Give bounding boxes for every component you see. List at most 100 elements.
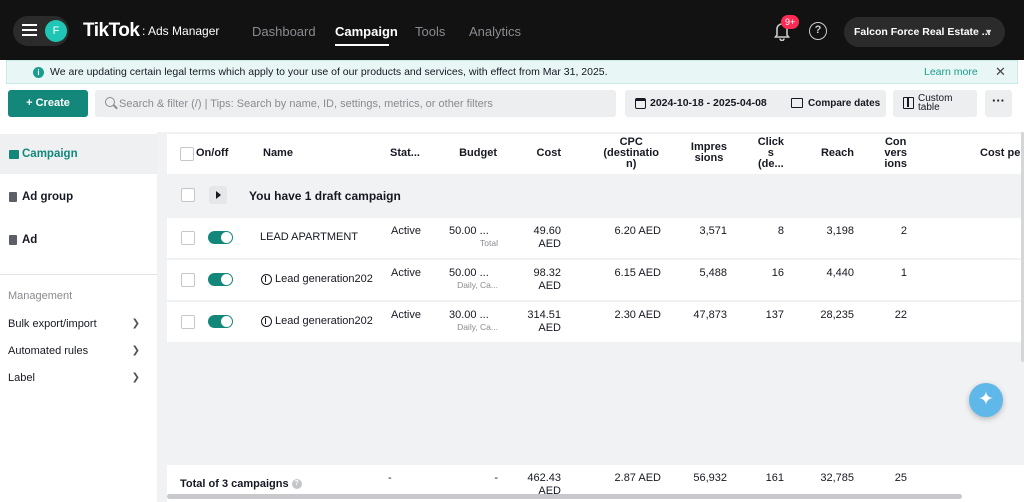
notice-text: We are updating certain legal terms whic… xyxy=(50,66,608,78)
more-options-button[interactable]: ··· xyxy=(985,90,1012,117)
vertical-scrollbar[interactable] xyxy=(1021,132,1024,362)
sidebar-item-label-menu[interactable]: Label ❯ xyxy=(8,372,148,384)
reach-cell: 3,198 xyxy=(826,225,854,237)
row-checkbox[interactable] xyxy=(181,231,195,245)
table-row[interactable]: LEAD APARTMENT Active 50.00 ... Total 49… xyxy=(167,218,1024,258)
menu-button[interactable]: F xyxy=(13,16,69,46)
lead-generation-icon xyxy=(261,274,272,285)
totals-impressions: 56,932 xyxy=(693,472,727,484)
campaign-name-link[interactable]: Lead generation202 xyxy=(275,315,373,327)
budget-cell[interactable]: 50.00 ... xyxy=(449,267,489,279)
notification-badge: 9+ xyxy=(781,15,800,29)
col-conversions[interactable]: Con vers ions xyxy=(884,136,907,170)
cost-currency: AED xyxy=(538,322,561,334)
totals-cpc: 2.87 AED xyxy=(614,472,661,484)
chevron-right-icon: ❯ xyxy=(131,372,140,383)
col-reach[interactable]: Reach xyxy=(820,147,854,159)
legal-notice-banner: i We are updating certain legal terms wh… xyxy=(6,60,1018,84)
active-nav-underline xyxy=(335,44,389,46)
search-filter-box[interactable] xyxy=(95,90,616,117)
totals-budget: - xyxy=(494,472,498,484)
draft-campaign-row[interactable]: You have 1 draft campaign xyxy=(167,174,1024,216)
close-icon[interactable]: ✕ xyxy=(995,64,1006,79)
cpc-cell: 6.20 AED xyxy=(614,225,661,237)
impressions-cell: 5,488 xyxy=(699,267,727,279)
col-impressions[interactable]: Impres sions xyxy=(690,141,727,164)
sidebar-item-ad-group[interactable]: Ad group xyxy=(0,177,157,217)
nav-tools[interactable]: Tools xyxy=(415,24,446,39)
sidebar-item-label: Ad group xyxy=(22,191,74,203)
nav-analytics[interactable]: Analytics xyxy=(469,24,522,39)
table-row[interactable]: Lead generation202 Active 30.00 ... Dail… xyxy=(167,302,1024,342)
account-name: Falcon Force Real Estate ... xyxy=(854,26,991,38)
conversions-cell: 22 xyxy=(894,309,907,321)
ai-assistant-button[interactable] xyxy=(969,383,1003,417)
totals-clicks: 161 xyxy=(765,472,784,484)
compare-dates-button[interactable]: Compare dates xyxy=(808,98,881,109)
select-all-checkbox[interactable] xyxy=(180,147,194,161)
menu-item-label: Automated rules xyxy=(8,345,89,357)
on-off-toggle[interactable] xyxy=(208,315,233,328)
cpc-cell: 6.15 AED xyxy=(614,267,661,279)
sidebar-item-campaign[interactable]: Campaign xyxy=(0,134,157,174)
conversions-cell: 2 xyxy=(900,225,907,237)
totals-cost: 462.43 xyxy=(527,472,561,484)
on-off-toggle[interactable] xyxy=(208,273,233,286)
col-name[interactable]: Name xyxy=(263,147,293,159)
learn-more-link[interactable]: Learn more xyxy=(924,66,978,78)
help-icon[interactable]: ? xyxy=(809,22,827,40)
create-button[interactable]: + Create xyxy=(8,90,88,117)
clicks-cell: 16 xyxy=(771,267,784,279)
sidebar: Campaign Ad group Ad Management Bulk exp… xyxy=(0,132,157,502)
col-cost-per[interactable]: Cost per xyxy=(980,147,1024,159)
date-range-picker[interactable]: 2024-10-18 - 2025-04-08 Compare dates xyxy=(625,90,886,117)
nav-campaign[interactable]: Campaign xyxy=(335,24,398,39)
status-cell: Active xyxy=(391,267,421,279)
hamburger-icon xyxy=(22,24,37,36)
table-row[interactable]: Lead generation202 Active 50.00 ... Dail… xyxy=(167,260,1024,300)
col-status[interactable]: Stat... xyxy=(390,147,420,159)
budget-cell[interactable]: 50.00 ... xyxy=(449,225,489,237)
cost-cell: 49.60 xyxy=(533,225,561,237)
clicks-cell: 137 xyxy=(765,309,784,321)
budget-type: Daily, Ca... xyxy=(457,280,498,290)
sidebar-item-automated-rules[interactable]: Automated rules ❯ xyxy=(8,345,148,357)
columns-icon xyxy=(903,97,914,109)
top-bar: F TikTok : Ads Manager Dashboard Campaig… xyxy=(0,0,1024,60)
nav-dashboard[interactable]: Dashboard xyxy=(252,24,316,39)
horizontal-scrollbar[interactable] xyxy=(167,494,962,499)
ad-group-icon xyxy=(9,192,17,202)
row-checkbox[interactable] xyxy=(181,315,195,329)
col-onoff[interactable]: On/off xyxy=(196,147,229,159)
search-icon xyxy=(105,97,115,107)
account-switcher[interactable]: Falcon Force Real Estate ... ▼ xyxy=(844,17,1005,47)
row-checkbox[interactable] xyxy=(181,273,195,287)
cost-cell: 314.51 xyxy=(527,309,561,321)
expand-caret-icon[interactable] xyxy=(209,186,227,204)
col-clicks[interactable]: Click s (de... xyxy=(757,136,784,170)
menu-item-label: Label xyxy=(8,372,35,384)
ad-icon xyxy=(9,235,17,245)
search-input[interactable] xyxy=(119,90,609,117)
campaign-name-link[interactable]: LEAD APARTMENT xyxy=(260,231,359,243)
tiktok-logo: TikTok xyxy=(83,20,140,41)
totals-reach: 32,785 xyxy=(820,472,854,484)
budget-cell[interactable]: 30.00 ... xyxy=(449,309,489,321)
sidebar-item-ad[interactable]: Ad xyxy=(0,220,157,260)
sidebar-item-bulk-export[interactable]: Bulk export/import ❯ xyxy=(8,318,148,330)
info-icon[interactable]: ? xyxy=(291,479,302,490)
sidebar-divider xyxy=(0,274,157,275)
avatar[interactable]: F xyxy=(45,20,67,42)
totals-status: - xyxy=(388,472,392,484)
campaign-name-link[interactable]: Lead generation202 xyxy=(275,273,373,285)
custom-table-button[interactable]: Custom table xyxy=(893,90,977,117)
col-cost[interactable]: Cost xyxy=(536,147,561,159)
status-cell: Active xyxy=(391,309,421,321)
col-cpc[interactable]: CPC (destinatio n) xyxy=(603,136,659,170)
row-checkbox[interactable] xyxy=(181,188,195,202)
date-range-value[interactable]: 2024-10-18 - 2025-04-08 xyxy=(650,97,767,109)
management-title: Management xyxy=(8,290,73,302)
on-off-toggle[interactable] xyxy=(208,231,233,244)
col-budget[interactable]: Budget xyxy=(459,147,497,159)
totals-conversions: 25 xyxy=(894,472,907,484)
